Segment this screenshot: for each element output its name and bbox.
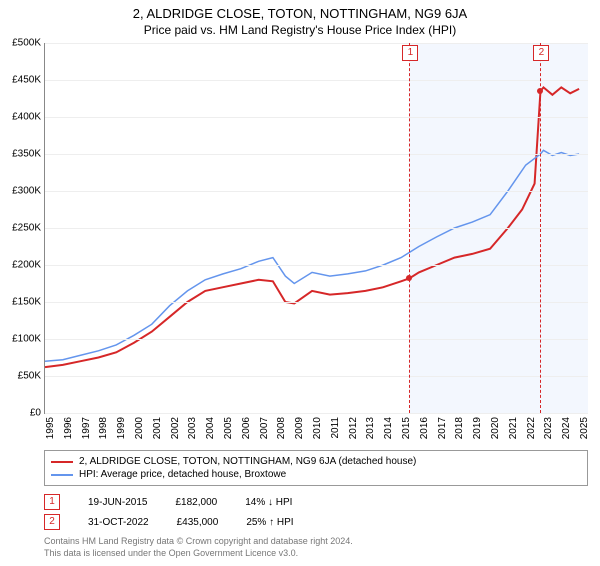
chart-container: 2, ALDRIDGE CLOSE, TOTON, NOTTINGHAM, NG… bbox=[0, 6, 600, 566]
x-tick-label: 2021 bbox=[508, 417, 519, 439]
sales-row: 2 31-OCT-2022 £435,000 25% ↑ HPI bbox=[44, 512, 588, 532]
y-tick-label: £200K bbox=[12, 260, 45, 271]
x-tick-label: 2018 bbox=[454, 417, 465, 439]
legend-swatch bbox=[51, 474, 73, 476]
sale-price: £435,000 bbox=[177, 517, 219, 528]
legend: 2, ALDRIDGE CLOSE, TOTON, NOTTINGHAM, NG… bbox=[44, 450, 588, 486]
x-tick-label: 2013 bbox=[365, 417, 376, 439]
x-tick-label: 2022 bbox=[526, 417, 537, 439]
legend-item: 2, ALDRIDGE CLOSE, TOTON, NOTTINGHAM, NG… bbox=[51, 455, 581, 468]
x-tick-label: 2002 bbox=[170, 417, 181, 439]
y-tick-label: £450K bbox=[12, 75, 45, 86]
sale-marker-2: 2 bbox=[533, 45, 549, 61]
sale-price: £182,000 bbox=[175, 497, 217, 508]
footer-attribution: Contains HM Land Registry data © Crown c… bbox=[44, 536, 588, 559]
sale-point-1 bbox=[406, 275, 412, 281]
y-tick-label: £50K bbox=[18, 371, 45, 382]
sale-marker-icon: 1 bbox=[44, 494, 60, 510]
x-tick-label: 1997 bbox=[81, 417, 92, 439]
chart-title: 2, ALDRIDGE CLOSE, TOTON, NOTTINGHAM, NG… bbox=[0, 6, 600, 21]
x-tick-label: 2025 bbox=[579, 417, 590, 439]
sales-table: 1 19-JUN-2015 £182,000 14% ↓ HPI 2 31-OC… bbox=[44, 492, 588, 532]
x-tick-label: 2006 bbox=[241, 417, 252, 439]
sale-marker-icon: 2 bbox=[44, 514, 60, 530]
y-tick-label: £500K bbox=[12, 38, 45, 49]
sales-row: 1 19-JUN-2015 £182,000 14% ↓ HPI bbox=[44, 492, 588, 512]
legend-item: HPI: Average price, detached house, Brox… bbox=[51, 468, 581, 481]
x-tick-label: 2012 bbox=[348, 417, 359, 439]
x-tick-label: 2001 bbox=[152, 417, 163, 439]
series-line-hpi bbox=[45, 150, 579, 361]
footer-line: Contains HM Land Registry data © Crown c… bbox=[44, 536, 588, 548]
chart-subtitle: Price paid vs. HM Land Registry's House … bbox=[0, 23, 600, 37]
x-tick-label: 2003 bbox=[187, 417, 198, 439]
y-tick-label: £350K bbox=[12, 149, 45, 160]
x-tick-label: 2005 bbox=[223, 417, 234, 439]
x-tick-label: 2008 bbox=[276, 417, 287, 439]
x-tick-label: 2016 bbox=[419, 417, 430, 439]
x-tick-label: 2010 bbox=[312, 417, 323, 439]
x-tick-label: 2014 bbox=[383, 417, 394, 439]
x-tick-label: 1998 bbox=[98, 417, 109, 439]
y-tick-label: £300K bbox=[12, 186, 45, 197]
x-tick-label: 2011 bbox=[330, 417, 341, 439]
sale-point-2 bbox=[537, 88, 543, 94]
x-tick-label: 2015 bbox=[401, 417, 412, 439]
legend-label: 2, ALDRIDGE CLOSE, TOTON, NOTTINGHAM, NG… bbox=[79, 456, 416, 467]
y-tick-label: £100K bbox=[12, 334, 45, 345]
footer-line: This data is licensed under the Open Gov… bbox=[44, 548, 588, 560]
legend-swatch bbox=[51, 461, 73, 463]
sale-marker-1: 1 bbox=[402, 45, 418, 61]
x-tick-label: 2009 bbox=[294, 417, 305, 439]
x-tick-label: 2023 bbox=[543, 417, 554, 439]
x-tick-label: 2019 bbox=[472, 417, 483, 439]
x-tick-label: 2000 bbox=[134, 417, 145, 439]
x-tick-label: 2007 bbox=[259, 417, 270, 439]
x-tick-label: 1999 bbox=[116, 417, 127, 439]
sale-delta: 14% ↓ HPI bbox=[245, 497, 292, 508]
sale-date: 19-JUN-2015 bbox=[88, 497, 147, 508]
x-tick-label: 2004 bbox=[205, 417, 216, 439]
y-tick-label: £400K bbox=[12, 112, 45, 123]
plot-area: £0£50K£100K£150K£200K£250K£300K£350K£400… bbox=[44, 43, 588, 414]
x-tick-label: 2024 bbox=[561, 417, 572, 439]
x-tick-label: 2020 bbox=[490, 417, 501, 439]
sale-delta: 25% ↑ HPI bbox=[246, 517, 293, 528]
legend-label: HPI: Average price, detached house, Brox… bbox=[79, 469, 286, 480]
y-tick-label: £150K bbox=[12, 297, 45, 308]
y-tick-label: £0 bbox=[30, 408, 45, 419]
y-tick-label: £250K bbox=[12, 223, 45, 234]
x-tick-label: 1996 bbox=[63, 417, 74, 439]
x-tick-label: 1995 bbox=[45, 417, 56, 439]
x-tick-label: 2017 bbox=[437, 417, 448, 439]
sale-date: 31-OCT-2022 bbox=[88, 517, 149, 528]
